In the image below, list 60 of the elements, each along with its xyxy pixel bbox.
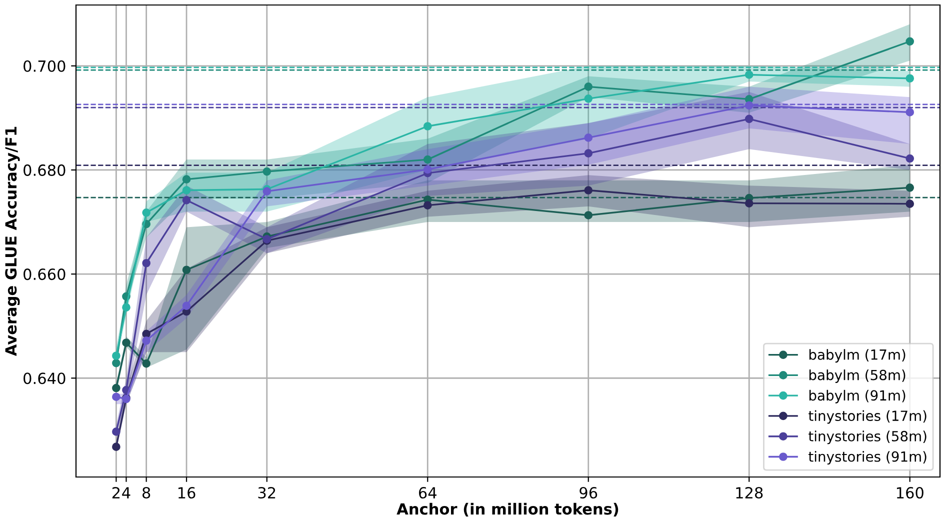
point [112, 352, 120, 360]
point [182, 266, 191, 274]
legend-label: tinystories (91m) [808, 451, 926, 464]
point [423, 165, 432, 174]
point [142, 208, 150, 217]
point [906, 108, 914, 116]
point [122, 338, 130, 347]
point [423, 122, 432, 130]
point [142, 258, 150, 268]
x-tick-label: 4 [122, 487, 130, 498]
point [122, 303, 130, 312]
point [906, 37, 914, 46]
point [112, 392, 120, 402]
x-tick-label: 128 [736, 486, 763, 499]
x-tick-label: 16 [178, 486, 196, 499]
point [906, 74, 914, 83]
point [744, 101, 754, 110]
point [142, 359, 150, 368]
point [262, 167, 272, 176]
y-tick-label: 0.660 [24, 268, 66, 280]
legend-label: babylm (91m) [809, 390, 906, 404]
point [744, 199, 754, 208]
point [584, 186, 593, 194]
point [182, 196, 191, 204]
point [182, 186, 191, 194]
point [112, 442, 120, 451]
point [906, 183, 914, 192]
point [906, 200, 914, 208]
x-tick-label: 8 [142, 486, 150, 499]
legend-label: tinystories (58m) [808, 430, 926, 444]
point [584, 82, 593, 91]
y-tick-label: 0.640 [24, 372, 66, 384]
y-axis-title: Average GLUE Accuracy/F1 [5, 126, 20, 356]
point [182, 175, 191, 184]
point [112, 384, 120, 392]
point [142, 330, 150, 338]
x-axis-title: Anchor (in million tokens) [396, 502, 618, 517]
point [584, 94, 593, 103]
point [584, 149, 593, 158]
point [423, 201, 432, 210]
x-tick-label: 160 [896, 486, 924, 499]
y-tick-label: 0.680 [24, 164, 66, 176]
x-tick-label: 32 [258, 486, 276, 499]
point [182, 302, 191, 310]
x-tick-label: 64 [418, 486, 436, 499]
point [584, 134, 593, 142]
point [423, 155, 432, 164]
legend-label: babylm (17m) [809, 349, 906, 363]
point [142, 336, 150, 345]
x-tick-label: 96 [580, 486, 598, 499]
x-tick-label: 2 [112, 486, 120, 498]
point [744, 114, 754, 124]
point [112, 428, 120, 436]
legend-label: tinystories (17m) [808, 410, 926, 424]
point [744, 70, 754, 79]
point [584, 211, 593, 220]
y-tick-label: 0.700 [24, 60, 66, 72]
legend-label: babylm (58m) [809, 370, 906, 383]
point [906, 154, 914, 163]
point [112, 358, 120, 368]
